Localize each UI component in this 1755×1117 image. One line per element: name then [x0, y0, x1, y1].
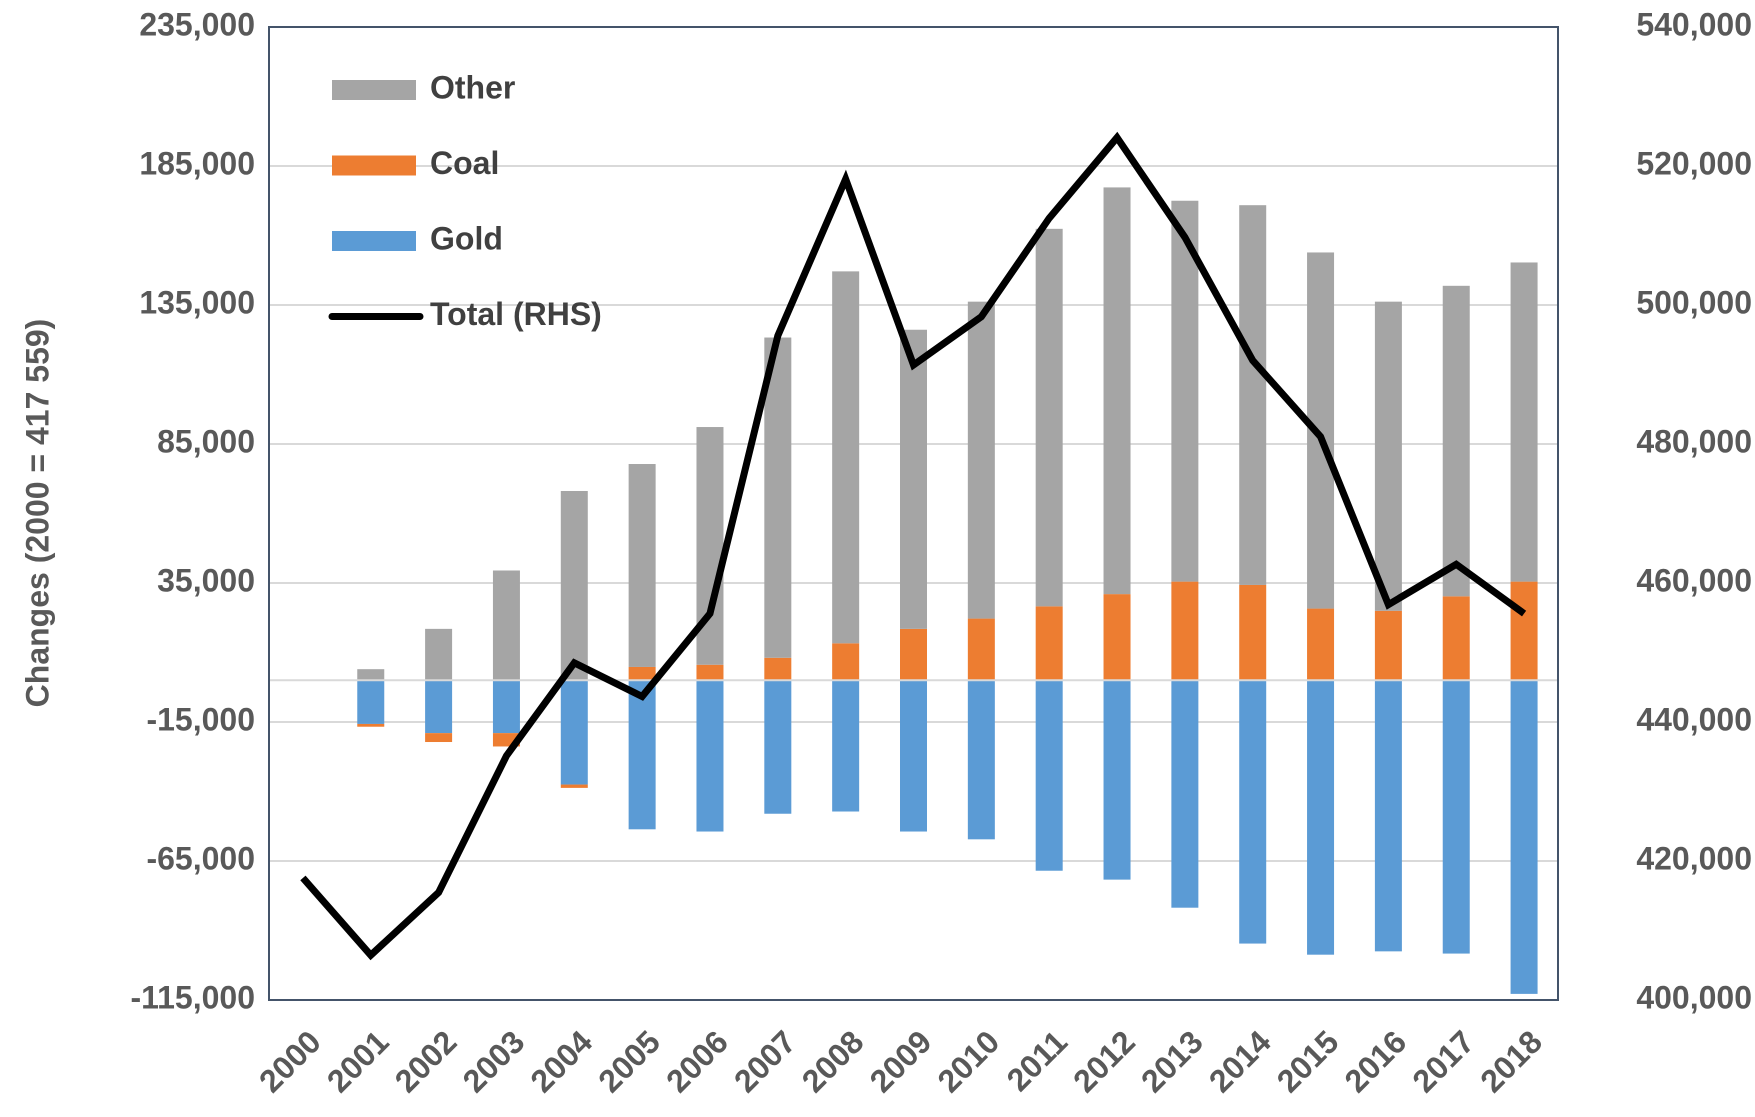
x-tick-label: 2001 — [320, 1023, 396, 1099]
x-tick-label: 2008 — [795, 1023, 871, 1099]
bar — [696, 664, 724, 681]
bar — [560, 784, 588, 788]
x-tick-label: 2014 — [1202, 1023, 1278, 1099]
bar — [492, 680, 520, 734]
bar — [357, 680, 385, 724]
y2-tick-label: 480,000 — [1636, 423, 1752, 459]
y-tick-label: 135,000 — [139, 284, 255, 320]
bar — [900, 329, 927, 629]
legend-swatch — [332, 155, 416, 176]
bar — [1307, 608, 1335, 681]
bar — [900, 680, 927, 832]
x-tick-label: 2011 — [1000, 1023, 1075, 1098]
y-tick-label: -15,000 — [146, 701, 255, 737]
bar — [1510, 581, 1538, 681]
legend-label: Other — [430, 69, 515, 105]
bar — [357, 723, 385, 727]
bar — [425, 733, 453, 743]
bar — [1103, 680, 1131, 880]
bar — [1510, 262, 1538, 582]
legend-swatch — [332, 80, 416, 100]
bar — [1510, 680, 1538, 994]
x-tick-label: 2006 — [659, 1023, 735, 1099]
x-tick-label: 2013 — [1134, 1023, 1210, 1099]
y2-tick-label: 540,000 — [1636, 6, 1752, 42]
bar — [1307, 680, 1335, 955]
x-tick-label: 2002 — [388, 1023, 464, 1099]
bar — [628, 680, 656, 830]
bar — [1442, 285, 1470, 597]
bar — [1035, 228, 1063, 607]
y-tick-label: 85,000 — [157, 423, 255, 459]
x-tick-label: 2017 — [1405, 1023, 1481, 1099]
bar — [492, 570, 520, 681]
bar — [764, 680, 792, 814]
legend-swatch — [332, 231, 416, 251]
legend-label: Coal — [430, 145, 499, 181]
bar — [1239, 680, 1267, 944]
x-tick-label: 2004 — [523, 1023, 599, 1099]
bar — [628, 464, 656, 667]
x-tick-label: 2009 — [863, 1023, 939, 1099]
y2-tick-label: 440,000 — [1636, 701, 1752, 737]
bar — [1239, 205, 1267, 585]
bar — [967, 680, 995, 840]
x-tick-label: 2018 — [1473, 1023, 1549, 1099]
y2-tick-label: 460,000 — [1636, 562, 1752, 598]
bar — [832, 680, 860, 812]
bar — [832, 643, 860, 681]
bar — [1103, 594, 1131, 681]
plot-frame — [268, 26, 1559, 1001]
bar — [560, 490, 588, 681]
x-tick-label: 2015 — [1270, 1023, 1346, 1099]
y-axis-title: Changes (2000 = 417 559) — [19, 319, 55, 708]
y-tick-label: -65,000 — [146, 840, 255, 876]
bar — [764, 337, 792, 658]
legend-label: Gold — [430, 220, 503, 256]
y-tick-label: 185,000 — [139, 145, 255, 181]
bar — [1035, 680, 1063, 871]
bar — [1442, 680, 1470, 954]
bar — [832, 271, 860, 644]
bar — [764, 657, 792, 681]
bar — [696, 680, 724, 832]
bar — [900, 628, 927, 681]
bar — [1239, 584, 1267, 681]
bar — [1442, 596, 1470, 681]
y2-tick-label: 500,000 — [1636, 284, 1752, 320]
bar — [560, 680, 588, 785]
x-tick-label: 2010 — [930, 1023, 1006, 1099]
x-tick-label: 2012 — [1066, 1023, 1142, 1099]
bar — [1374, 610, 1402, 681]
x-tick-label: 2000 — [252, 1023, 328, 1099]
bar — [425, 680, 453, 734]
bar — [1374, 301, 1402, 611]
legend-label: Total (RHS) — [430, 296, 602, 332]
bar — [1171, 200, 1199, 582]
bar — [1171, 680, 1199, 908]
line — [300, 131, 1527, 961]
bar — [1103, 187, 1131, 595]
bar — [357, 669, 385, 681]
bar — [1171, 581, 1199, 681]
bar — [1374, 680, 1402, 952]
bar — [967, 618, 995, 681]
bar — [1035, 606, 1063, 681]
x-tick-label: 2016 — [1338, 1023, 1414, 1099]
y-tick-label: 235,000 — [139, 6, 255, 42]
x-tick-label: 2007 — [727, 1023, 803, 1099]
x-tick-label: 2003 — [456, 1023, 532, 1099]
y-tick-label: 35,000 — [157, 562, 255, 598]
y2-tick-label: 420,000 — [1636, 840, 1752, 876]
y-tick-label: -115,000 — [130, 979, 255, 1015]
y2-tick-label: 400,000 — [1636, 979, 1752, 1015]
x-tick-label: 2005 — [591, 1023, 667, 1099]
bar — [628, 666, 656, 681]
y2-tick-label: 520,000 — [1636, 145, 1752, 181]
bar — [967, 301, 995, 619]
bar — [425, 628, 453, 681]
